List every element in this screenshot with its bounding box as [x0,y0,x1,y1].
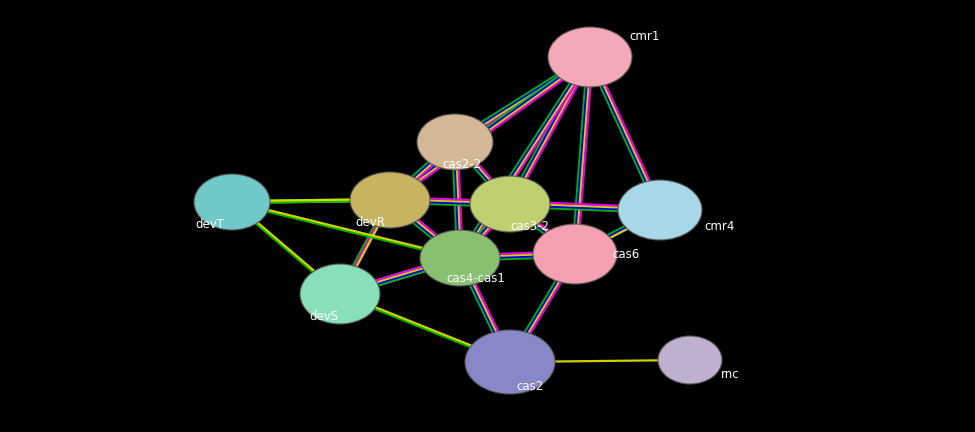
Ellipse shape [417,114,493,170]
Ellipse shape [300,264,380,324]
Text: devS: devS [309,309,338,323]
Ellipse shape [350,172,430,228]
Ellipse shape [618,180,702,240]
Text: cas2-2: cas2-2 [443,158,482,171]
Ellipse shape [465,330,555,394]
Text: cmr1: cmr1 [630,31,660,44]
Ellipse shape [194,174,270,230]
Ellipse shape [420,230,500,286]
Text: cmr4: cmr4 [705,219,735,232]
Ellipse shape [533,224,617,284]
Text: devR: devR [355,216,385,229]
Ellipse shape [470,176,550,232]
Text: cas4-cas1: cas4-cas1 [447,273,505,286]
Text: cas2: cas2 [517,379,544,393]
Text: devT: devT [196,217,224,231]
Text: rnc: rnc [721,368,739,381]
Ellipse shape [658,336,722,384]
Text: cas3-2: cas3-2 [511,219,550,232]
Ellipse shape [548,27,632,87]
Text: cas6: cas6 [612,248,640,260]
